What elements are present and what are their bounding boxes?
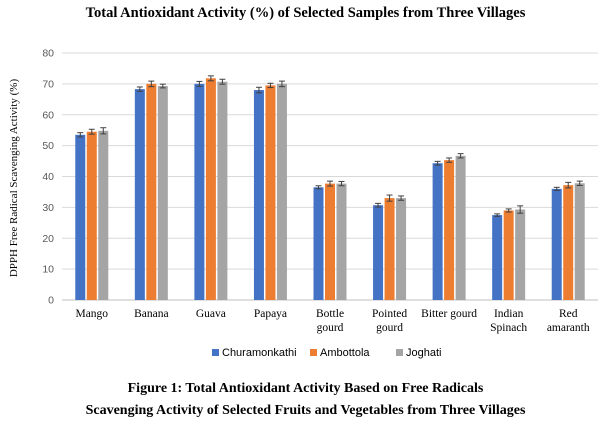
error-bar	[576, 180, 583, 186]
error-bar	[505, 208, 512, 213]
x-category-label: Mango	[75, 308, 108, 320]
bar-churamonkathi	[313, 187, 324, 300]
x-category-label: gourd	[376, 322, 403, 334]
y-ticks: 0 10 20 30 40 50 60 70 80	[42, 48, 54, 307]
error-bar	[207, 75, 214, 82]
y-tick-label: 70	[42, 78, 54, 90]
bar-churamonkathi	[373, 205, 384, 300]
error-bar	[159, 83, 166, 89]
error-bar	[375, 202, 382, 208]
error-bar	[100, 127, 107, 135]
bar-joghati	[98, 130, 109, 300]
error-bars	[77, 75, 583, 217]
bar-ambottola	[444, 160, 455, 300]
bar-churamonkathi	[253, 90, 264, 300]
error-bar	[196, 80, 203, 87]
x-category-label: gourd	[317, 322, 344, 334]
bar-joghati	[336, 183, 347, 300]
x-category-label: Pointed	[372, 308, 407, 320]
x-category-label: Bottle	[316, 308, 344, 320]
legend-item-ambottola: Ambottola	[310, 347, 370, 359]
error-bar	[386, 194, 393, 202]
legend-label: Joghati	[406, 347, 441, 359]
error-bar	[88, 128, 95, 135]
error-bar	[457, 153, 464, 159]
bar-ambottola	[86, 131, 97, 300]
bar-churamonkathi	[432, 163, 443, 300]
bar-ambottola	[563, 185, 574, 300]
error-bar	[267, 82, 274, 89]
bar-joghati	[217, 81, 228, 301]
legend-swatch	[396, 349, 403, 356]
error-bar	[219, 78, 226, 85]
bar-joghati	[276, 83, 287, 300]
error-bar	[148, 80, 155, 88]
legend-label: Churamonkathi	[222, 347, 297, 359]
error-bar	[553, 186, 560, 191]
y-tick-label: 40	[42, 171, 54, 183]
bar-joghati	[455, 155, 466, 300]
legend-swatch	[212, 349, 219, 356]
error-bar	[494, 213, 501, 217]
y-tick-label: 10	[42, 264, 54, 276]
bars	[75, 78, 585, 301]
error-bar	[77, 132, 84, 138]
error-bar	[327, 180, 333, 187]
error-bar	[565, 181, 572, 189]
bar-ambottola	[384, 198, 395, 300]
x-category-label: Papaya	[254, 308, 287, 320]
error-bar	[517, 205, 524, 214]
caption-line-1: Figure 1: Total Antioxidant Activity Bas…	[127, 381, 484, 396]
error-bar	[278, 80, 285, 88]
chart-title: Total Antioxidant Activity (%) of Select…	[85, 5, 526, 21]
error-bar	[255, 86, 262, 94]
bar-churamonkathi	[492, 215, 503, 300]
x-category-label: amaranth	[547, 322, 590, 334]
x-category-label: Bitter gourd	[421, 308, 477, 320]
chart-plot: 0 10 20 30 40 50 60 70 80 Mango Banana Guava Papaya…	[8, 48, 598, 359]
bar-churamonkathi	[551, 188, 562, 300]
bar-churamonkathi	[134, 89, 145, 300]
bar-joghati	[515, 209, 526, 300]
x-category-label: Red	[559, 308, 578, 320]
error-bar	[446, 157, 453, 163]
legend-label: Ambottola	[320, 347, 370, 359]
figure-caption: Figure 1: Total Antioxidant Activity Bas…	[0, 378, 611, 422]
y-tick-label: 50	[42, 140, 54, 152]
y-tick-label: 30	[42, 202, 54, 214]
bar-ambottola	[146, 83, 157, 300]
error-bar	[338, 180, 345, 187]
x-category-label: Indian	[494, 308, 524, 320]
caption-line-2: Scavenging Activity of Selected Fruits a…	[85, 403, 526, 418]
x-categories: Mango Banana Guava Papaya Bottle gourd Pointed…	[75, 308, 589, 334]
bar-joghati	[157, 86, 168, 300]
y-tick-label: 60	[42, 109, 54, 121]
x-category-label: Guava	[196, 308, 226, 320]
error-bar	[136, 86, 143, 92]
y-tick-label: 0	[48, 295, 54, 307]
y-tick-label: 20	[42, 233, 54, 245]
legend-item-joghati: Joghati	[396, 347, 441, 359]
y-tick-label: 80	[42, 48, 54, 60]
bar-ambottola	[503, 210, 514, 300]
error-bar	[434, 160, 441, 166]
y-axis-label: DPPH Free Radical Scavenging Activity (%…	[8, 79, 20, 278]
error-bar	[398, 195, 405, 201]
bar-joghati	[396, 198, 407, 300]
legend-swatch	[310, 349, 317, 356]
error-bar	[315, 185, 322, 190]
bar-joghati	[574, 183, 585, 300]
bar-ambottola	[265, 85, 276, 300]
bar-ambottola	[205, 78, 216, 300]
bar-churamonkathi	[194, 83, 205, 300]
bar-churamonkathi	[75, 134, 86, 300]
bar-ambottola	[325, 183, 335, 300]
legend-item-churamonkathi: Churamonkathi	[212, 347, 297, 359]
x-category-label: Banana	[134, 308, 168, 320]
x-category-label: Spinach	[490, 322, 527, 334]
legend: Churamonkathi Ambottola Joghati	[212, 347, 441, 359]
